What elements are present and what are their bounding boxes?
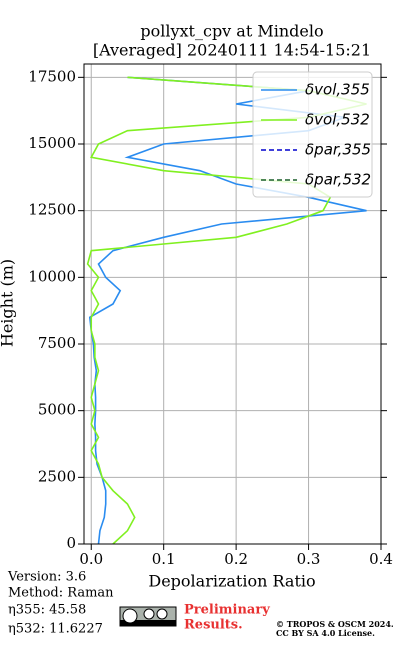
preliminary: Preliminary [184, 603, 270, 618]
y-tick-label: 5000 [38, 401, 76, 419]
chart-subtitle: [Averaged] 20240111 14:54-15:21 [93, 41, 371, 60]
eta355: η355: 45.58 [8, 603, 86, 618]
profile-line [88, 76, 367, 545]
license: CC BY SA 4.0 License. [276, 628, 375, 638]
x-tick-label: 0.4 [369, 550, 393, 568]
legend-label: δpar,532 [305, 171, 371, 189]
method: Method: Raman [8, 586, 114, 601]
x-tick-label: 0.0 [79, 550, 103, 568]
y-tick-label: 10000 [28, 267, 76, 285]
y-tick-label: 0 [66, 534, 76, 552]
y-tick-label: 2500 [38, 467, 76, 485]
legend-label: δpar,355 [305, 141, 371, 159]
results: Results. [184, 618, 243, 633]
x-tick-label: 0.1 [152, 550, 176, 568]
chart-title: pollyxt_cpv at Mindelo [140, 22, 323, 41]
cc-logo [119, 606, 177, 627]
y-tick-label: 17500 [28, 67, 76, 85]
x-axis-label: Depolarization Ratio [148, 572, 315, 591]
plot-frame [83, 63, 382, 545]
y-tick-label: 15000 [28, 134, 76, 152]
x-tick-label: 0.2 [224, 550, 248, 568]
legend-label: δvol,355 [305, 81, 370, 99]
y-axis-label: Height (m) [0, 259, 17, 347]
eta532: η532: 11.6227 [8, 622, 103, 637]
version: Version: 3.6 [7, 570, 86, 585]
profile-line [86, 76, 367, 545]
copyright: © TROPOS & OSCM 2024. [276, 619, 394, 629]
legend-label: δvol,532 [305, 111, 370, 129]
y-tick-label: 12500 [28, 201, 76, 219]
legend-box [252, 71, 373, 198]
y-tick-label: 7500 [38, 334, 76, 352]
x-tick-label: 0.3 [297, 550, 321, 568]
legend: δvol,355 δvol,532 δpar,355 δpar,532 [252, 71, 373, 198]
